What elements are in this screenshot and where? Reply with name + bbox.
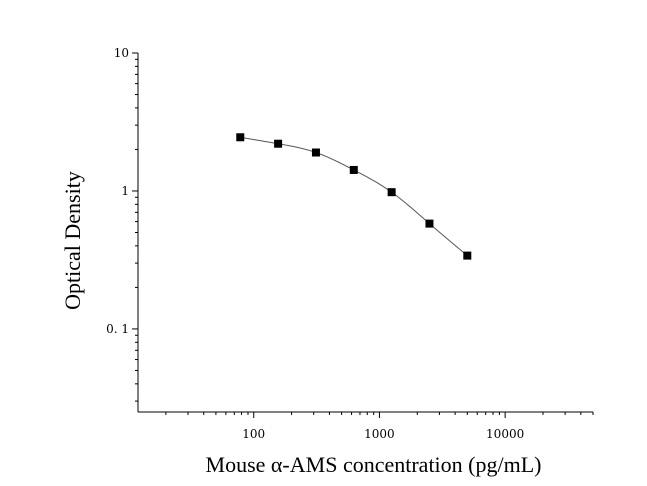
y-tick-label: 10 — [114, 46, 129, 60]
minor-ticks — [135, 58, 594, 415]
axes — [137, 53, 593, 413]
tick-labels: 10 1 0. 1 100 1000 10000 — [106, 46, 524, 441]
x-tick-label: 100 — [242, 427, 265, 441]
x-tick-label: 1000 — [364, 427, 395, 441]
y-tick-label: 0. 1 — [106, 322, 129, 336]
data-point — [463, 251, 472, 260]
x-axis-title: Mouse α-AMS concentration (pg/mL) — [206, 452, 542, 477]
x-tick-label: 10000 — [486, 427, 524, 441]
y-axis-title: Optical Density — [60, 171, 85, 310]
fit-curve — [240, 136, 468, 256]
data-point — [387, 188, 396, 197]
data-point — [425, 219, 434, 228]
data-point — [349, 165, 358, 174]
major-ticks — [132, 52, 506, 418]
data-point — [274, 139, 283, 148]
y-tick-label: 1 — [121, 184, 129, 198]
data-points — [236, 133, 472, 260]
data-point — [311, 148, 320, 157]
data-point — [236, 133, 245, 142]
